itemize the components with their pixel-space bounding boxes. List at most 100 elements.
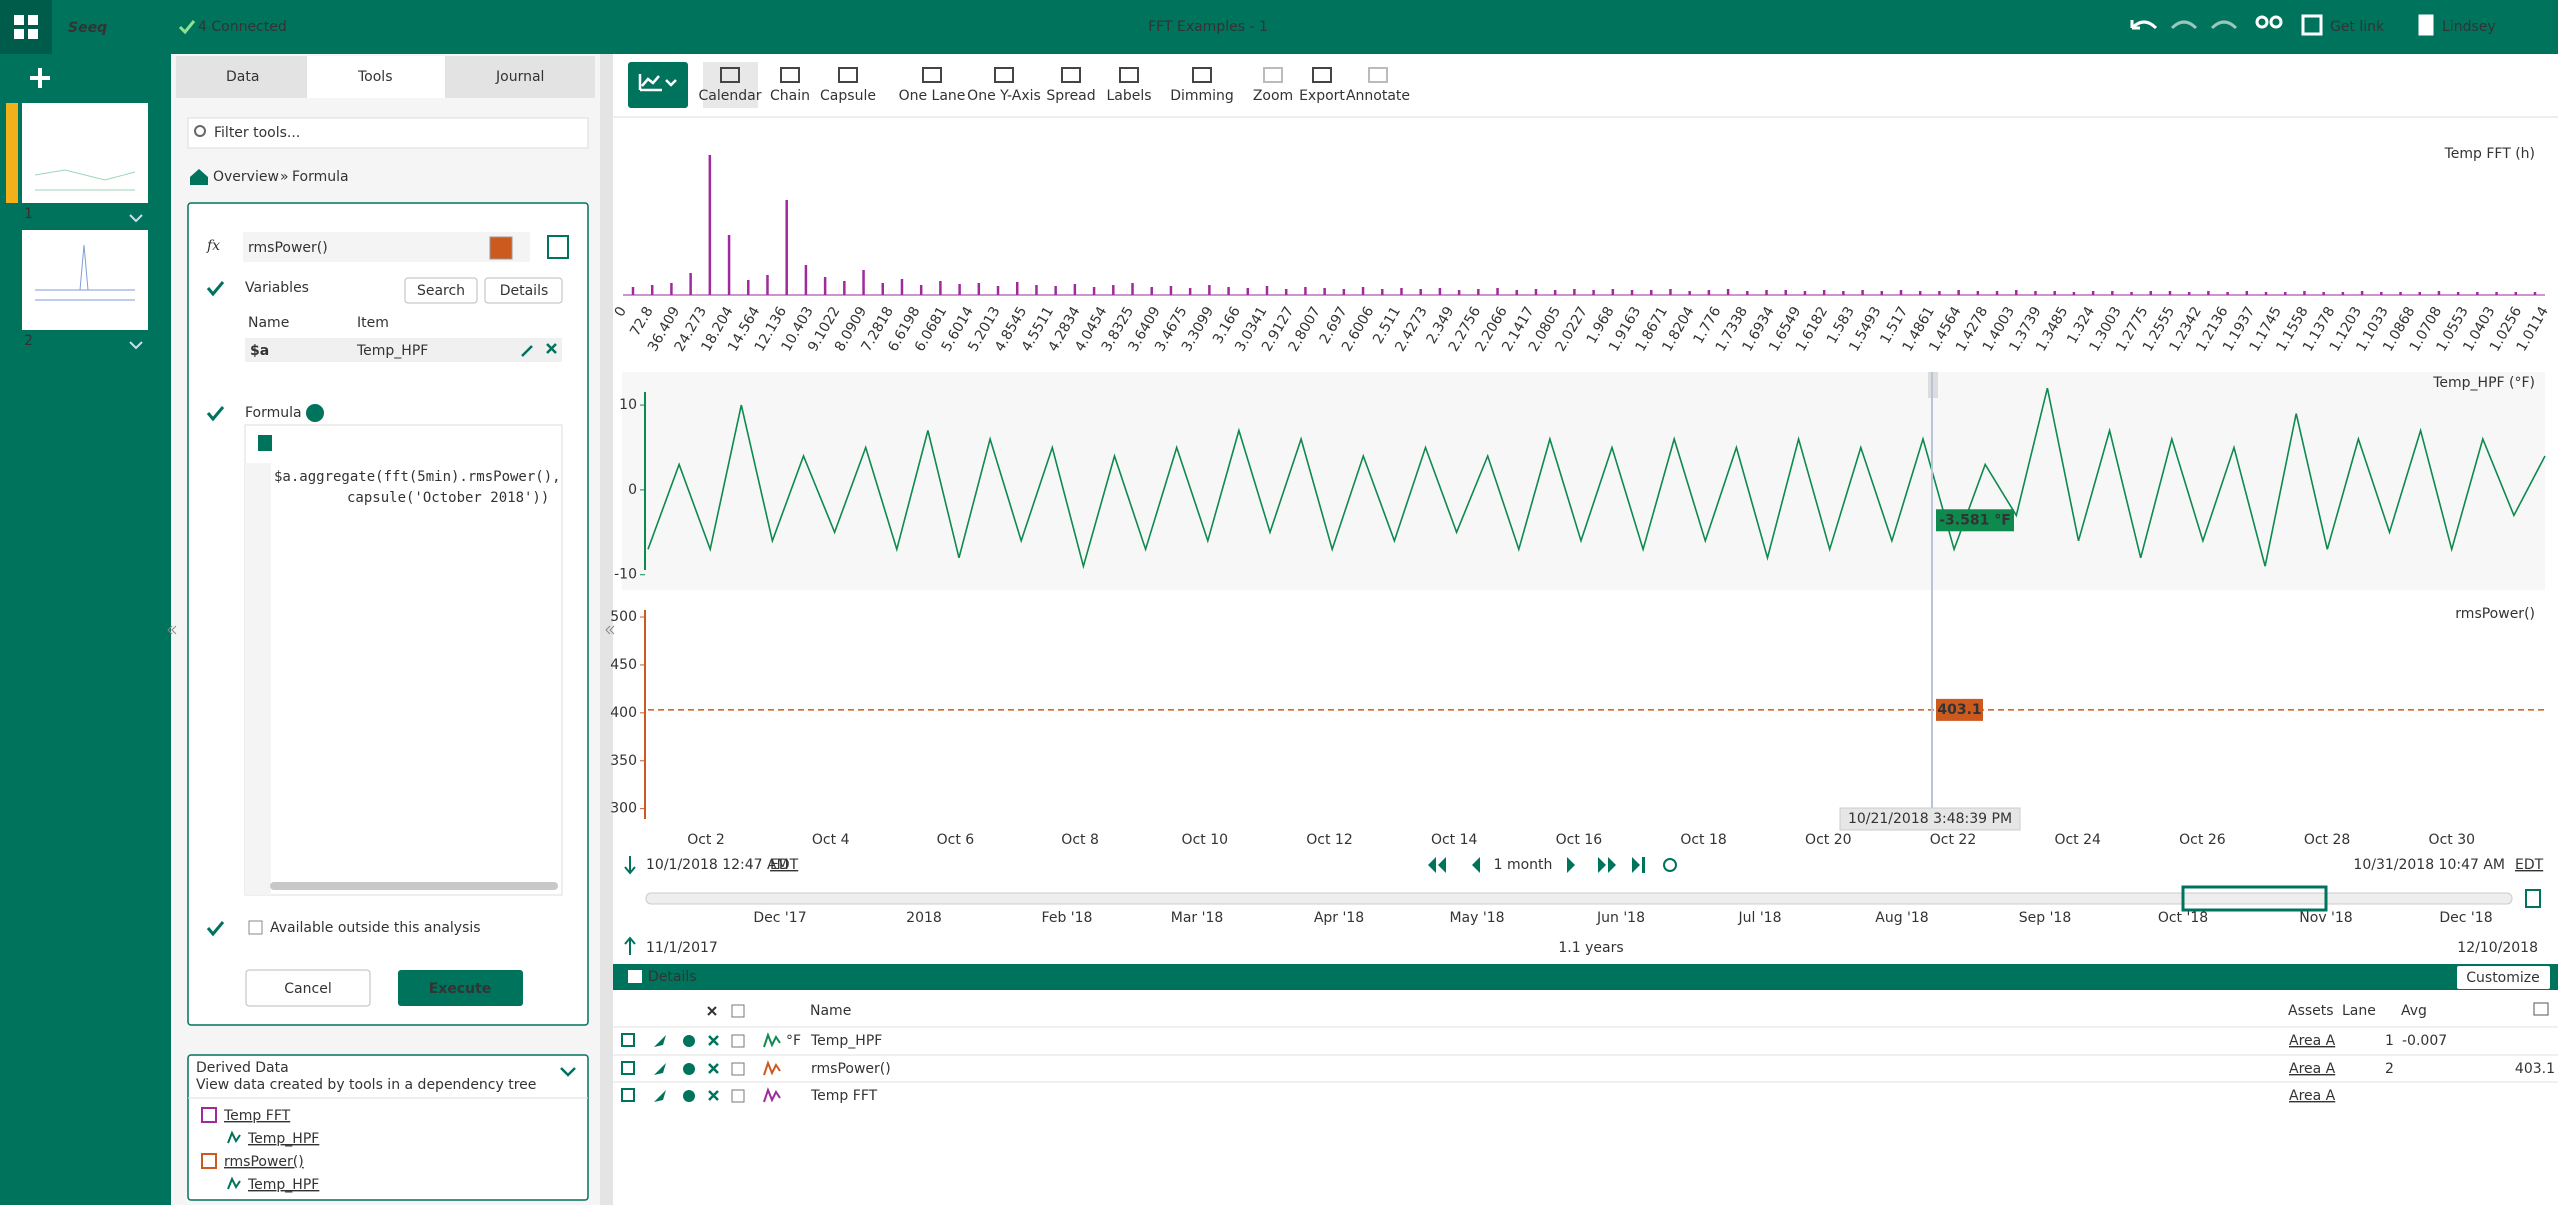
row-checkbox[interactable]	[731, 1062, 745, 1076]
asset-link[interactable]: Area A	[2289, 1033, 2336, 1049]
remove-all[interactable]	[707, 1006, 717, 1016]
tool-label[interactable]: Annotate	[1346, 88, 1410, 104]
info-icon[interactable]	[683, 1090, 695, 1102]
overview-zoom[interactable]	[2525, 889, 2541, 908]
tool-icon[interactable]	[720, 67, 740, 83]
tree-item[interactable]: Temp_HPF	[247, 1177, 319, 1193]
column-header[interactable]: Name	[810, 1003, 851, 1019]
tool-label[interactable]: Chain	[770, 88, 810, 104]
tool-label[interactable]: Export	[1299, 88, 1345, 104]
user-menu[interactable]: Lindsey	[2442, 19, 2496, 35]
tool-label[interactable]: Labels	[1106, 88, 1151, 104]
pin-icon[interactable]	[654, 1063, 666, 1075]
breadcrumb-link[interactable]: Overview	[213, 169, 279, 185]
tab-label[interactable]: Tools	[357, 69, 393, 85]
info-icon[interactable]	[683, 1035, 695, 1047]
overview-bar[interactable]	[645, 892, 2513, 905]
tree-item[interactable]: Temp FFT	[223, 1108, 291, 1124]
lane-title: rmsPower()	[2455, 606, 2535, 622]
connected-icon	[178, 20, 196, 35]
worksheet-thumb[interactable]	[22, 230, 148, 330]
remove-icon[interactable]	[708, 1035, 719, 1046]
time-controls[interactable]	[1428, 857, 1645, 873]
tool-icon[interactable]	[838, 67, 858, 83]
remove-icon[interactable]	[708, 1063, 719, 1074]
thumb-menu[interactable]	[129, 214, 143, 350]
tool-icon[interactable]	[1368, 67, 1388, 83]
timezone[interactable]: EDT	[770, 857, 799, 873]
customize-button[interactable]	[2457, 966, 2550, 989]
asset-link[interactable]: Area A	[2289, 1061, 2336, 1077]
checkbox[interactable]	[248, 920, 263, 935]
edit-icon[interactable]	[621, 1088, 635, 1102]
tool-label[interactable]: One Lane	[899, 88, 966, 104]
overview-label: Apr '18	[1314, 910, 1364, 926]
remove-icon[interactable]	[708, 1090, 719, 1101]
tree-item[interactable]: rmsPower()	[224, 1154, 304, 1170]
filter-input[interactable]	[187, 117, 589, 149]
select-all[interactable]	[731, 1004, 745, 1018]
column-header[interactable]: Avg	[2401, 1003, 2427, 1019]
tool-icon[interactable]	[994, 67, 1014, 83]
row-checkbox[interactable]	[731, 1034, 745, 1048]
tool-label[interactable]: Dimming	[1170, 88, 1234, 104]
tool-icon[interactable]	[1192, 67, 1212, 83]
workbook-title: FFT Examples - 1	[1148, 19, 1268, 35]
color-picker[interactable]	[489, 236, 513, 260]
tool-label[interactable]: Capsule	[820, 88, 876, 104]
add-worksheet[interactable]	[30, 68, 50, 88]
overview-window[interactable]	[2181, 885, 2328, 912]
columns-icon[interactable]	[2533, 1002, 2549, 1016]
tool-label[interactable]: Spread	[1046, 88, 1095, 104]
name-input[interactable]	[243, 232, 530, 262]
editor-scrollbar[interactable]	[270, 882, 558, 890]
tool-label[interactable]: Zoom	[1253, 88, 1293, 104]
tab-active[interactable]	[307, 56, 445, 98]
row-checkbox[interactable]	[731, 1089, 745, 1103]
panel-toggle[interactable]	[547, 235, 569, 259]
column-header[interactable]: Lane	[2342, 1003, 2376, 1019]
execute-button[interactable]	[398, 970, 523, 1006]
edit-icon[interactable]	[621, 1033, 635, 1047]
arrows[interactable]	[624, 856, 636, 955]
timezone[interactable]: EDT	[2515, 857, 2544, 873]
get-link[interactable]: Get link	[2330, 19, 2385, 35]
tab[interactable]	[176, 56, 307, 98]
column-header[interactable]: Assets	[2288, 1003, 2334, 1019]
range-start[interactable]: 10/1/2018 12:47 AM	[646, 857, 789, 873]
range-duration[interactable]: 1 month	[1494, 857, 1553, 873]
tree-item[interactable]: Temp_HPF	[247, 1131, 319, 1147]
formula-editor[interactable]	[244, 424, 563, 896]
pin-icon[interactable]	[654, 1035, 666, 1047]
tool-label[interactable]: Calendar	[699, 88, 762, 104]
row-actions[interactable]	[521, 343, 557, 357]
apps-button[interactable]	[0, 0, 52, 54]
pin-icon[interactable]	[654, 1090, 666, 1102]
asset-link[interactable]: Area A	[2289, 1088, 2336, 1104]
cancel-button[interactable]	[245, 969, 371, 1007]
collapse-arrows[interactable]	[167, 625, 615, 635]
edit-icon[interactable]	[621, 1061, 635, 1075]
range-end[interactable]: 10/31/2018 10:47 AM	[2353, 857, 2505, 873]
help-icon[interactable]	[306, 404, 324, 422]
cursor-time: 10/21/2018 3:48:39 PM	[1848, 811, 2012, 827]
worksheet-thumb[interactable]	[22, 103, 148, 203]
tool-icon[interactable]	[922, 67, 942, 83]
collapse-icon[interactable]	[560, 1067, 576, 1077]
tab-label[interactable]: Data	[226, 69, 259, 85]
tool-icon[interactable]	[1061, 67, 1081, 83]
tool-icon[interactable]	[780, 67, 800, 83]
tool-icon[interactable]	[1312, 67, 1332, 83]
tool-icon[interactable]	[1119, 67, 1139, 83]
details-button[interactable]	[484, 277, 563, 304]
refresh-icon[interactable]	[1663, 858, 1677, 872]
search-button[interactable]	[404, 277, 478, 304]
editor-tool[interactable]	[258, 435, 272, 451]
tool-icon[interactable]	[1263, 67, 1283, 83]
customize-label[interactable]: Customize	[2466, 970, 2540, 986]
view-button[interactable]	[628, 62, 688, 108]
tab-label[interactable]: Journal	[495, 69, 544, 85]
info-icon[interactable]	[683, 1063, 695, 1075]
tool-label[interactable]: One Y-Axis	[967, 88, 1041, 104]
tab[interactable]	[445, 56, 595, 98]
